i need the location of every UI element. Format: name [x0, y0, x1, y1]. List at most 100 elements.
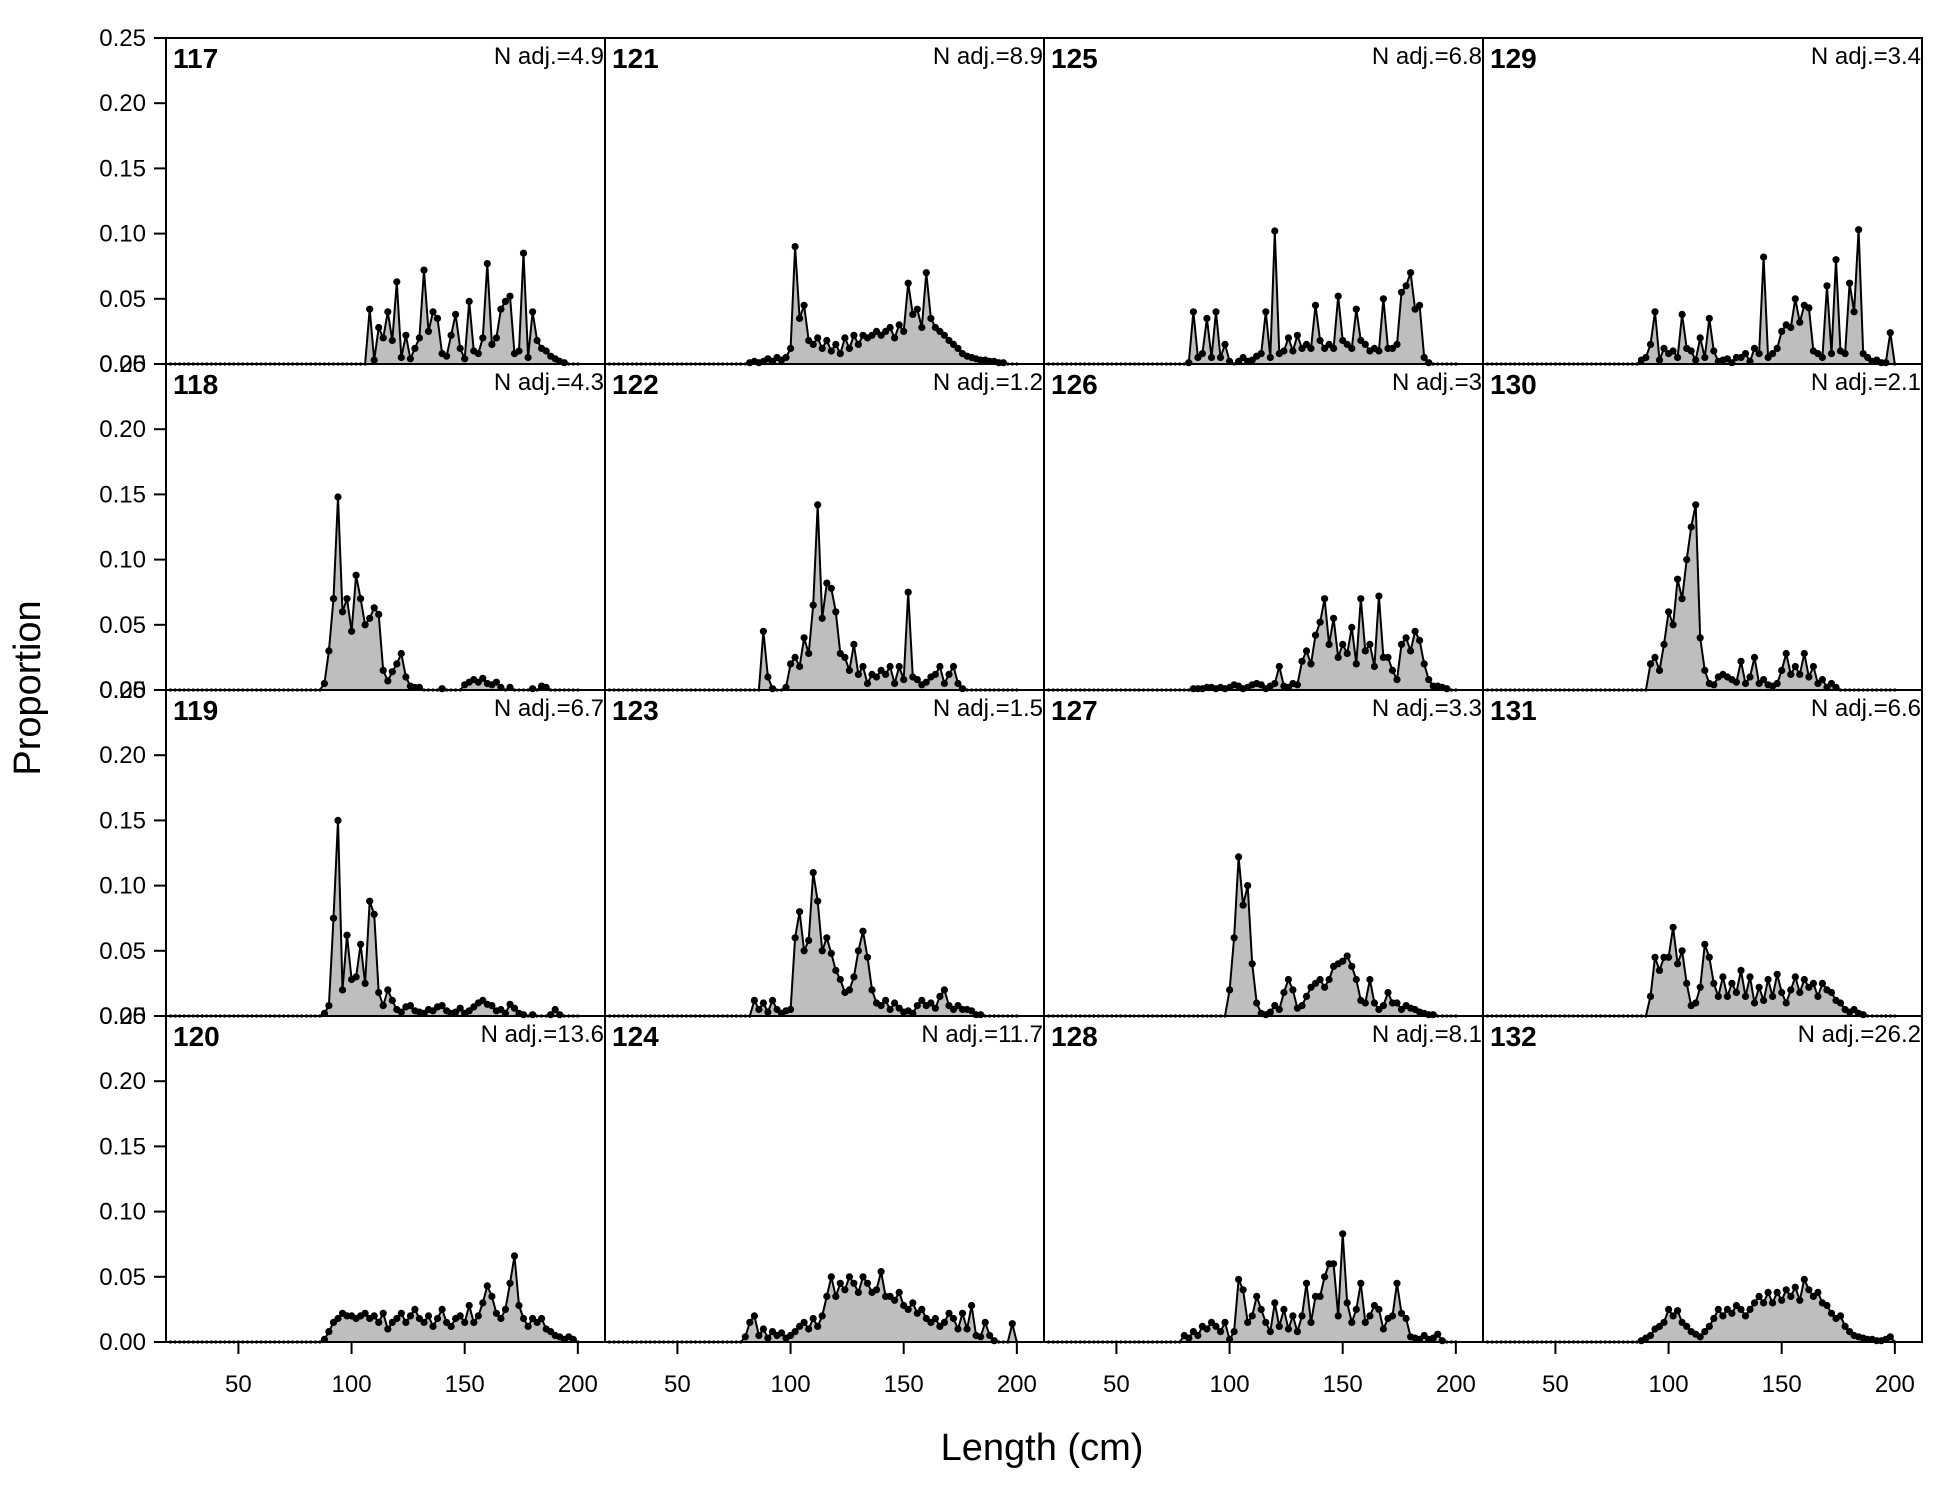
- panel-id-label: 130: [1490, 369, 1537, 400]
- data-point: [1696, 634, 1704, 642]
- data-point: [375, 610, 383, 619]
- y-tick-label: 0.15: [99, 155, 146, 182]
- y-tick-label: 0.20: [99, 1068, 146, 1095]
- data-point: [1741, 992, 1750, 1001]
- data-point: [1791, 295, 1799, 303]
- data-point: [1402, 282, 1410, 290]
- data-point: [1248, 960, 1256, 968]
- data-point: [836, 1279, 844, 1287]
- data-point: [488, 340, 496, 348]
- n-adj-label: N adj.=1.5: [933, 695, 1043, 722]
- data-point: [1827, 988, 1836, 997]
- data-point: [787, 660, 795, 668]
- data-point: [854, 670, 863, 679]
- data-point: [741, 1333, 749, 1341]
- data-point: [787, 1005, 795, 1014]
- data-point: [850, 973, 858, 981]
- data-point: [1420, 353, 1428, 362]
- data-point: [1859, 1011, 1867, 1019]
- data-point: [1800, 649, 1808, 658]
- data-point: [1226, 986, 1234, 994]
- data-point: [1235, 853, 1243, 861]
- data-point: [1732, 678, 1740, 686]
- data-point: [1701, 353, 1709, 362]
- data-point: [1334, 1312, 1342, 1320]
- data-point: [1357, 595, 1365, 603]
- data-point: [1370, 662, 1378, 671]
- data-point: [1253, 1292, 1261, 1300]
- y-axis-title: Proportion: [7, 600, 49, 775]
- data-point: [1280, 988, 1288, 997]
- data-point: [1646, 1331, 1655, 1340]
- n-adj-label: N adj.=3.3: [1372, 695, 1482, 722]
- data-point: [909, 1299, 917, 1307]
- data-point: [850, 1279, 858, 1287]
- data-point: [384, 308, 392, 316]
- data-point: [406, 1312, 414, 1320]
- data-point: [1665, 953, 1673, 961]
- panel-id-label: 118: [173, 369, 218, 400]
- data-point: [845, 666, 854, 675]
- data-point: [510, 1004, 519, 1012]
- data-point: [1692, 999, 1700, 1007]
- data-point: [1723, 992, 1731, 1001]
- data-point: [474, 1312, 482, 1320]
- data-point: [1366, 640, 1374, 649]
- data-point: [1655, 666, 1664, 675]
- data-point: [1787, 670, 1795, 679]
- data-point: [424, 1312, 433, 1320]
- x-tick-label: 200: [1875, 1371, 1915, 1398]
- data-point: [338, 986, 347, 994]
- y-tick-label: 0.10: [99, 1199, 146, 1226]
- data-point: [1800, 1275, 1808, 1283]
- data-point: [461, 355, 469, 363]
- data-point: [1728, 1309, 1736, 1317]
- data-point: [954, 679, 962, 688]
- area-fill: [1487, 504, 1895, 690]
- data-point: [764, 673, 772, 681]
- data-point: [1750, 999, 1759, 1007]
- data-point: [1791, 662, 1799, 671]
- data-point: [1271, 1299, 1279, 1307]
- data-point: [1348, 344, 1356, 352]
- data-point: [1710, 681, 1718, 689]
- data-point: [1393, 340, 1401, 348]
- data-point: [827, 949, 835, 958]
- panel-id-label: 126: [1051, 369, 1098, 400]
- data-point: [1755, 350, 1763, 358]
- y-tick-label: 0.20: [99, 90, 146, 117]
- data-point: [1407, 269, 1415, 277]
- data-point: [1366, 1312, 1374, 1320]
- panel-128: 128 N adj.=8.1: [1043, 1015, 1484, 1345]
- data-point: [850, 640, 858, 649]
- x-tick-label: 100: [332, 1371, 372, 1398]
- data-point: [1212, 308, 1220, 316]
- data-point: [361, 1309, 369, 1317]
- data-point: [931, 1314, 940, 1323]
- data-point: [1198, 350, 1206, 358]
- data-point: [1379, 1325, 1387, 1333]
- data-point: [348, 627, 356, 635]
- data-point: [1841, 350, 1849, 358]
- data-point: [1420, 660, 1428, 668]
- data-point: [1705, 953, 1713, 961]
- data-point: [836, 350, 844, 358]
- data-point: [397, 1008, 405, 1016]
- data-point: [1809, 979, 1817, 988]
- data-point: [796, 314, 804, 322]
- data-point: [1343, 952, 1351, 960]
- data-point: [1302, 1279, 1311, 1287]
- panel-id-label: 121: [612, 43, 659, 74]
- series-line: [170, 253, 578, 365]
- data-point: [981, 1318, 989, 1326]
- data-point: [1651, 308, 1659, 316]
- data-point: [750, 1312, 759, 1320]
- data-point: [940, 331, 949, 339]
- data-point: [922, 269, 930, 277]
- data-point: [529, 308, 537, 316]
- panel-127: 127 N adj.=3.3: [1043, 689, 1484, 1019]
- data-point: [1316, 336, 1324, 345]
- n-adj-label: N adj.=8.9: [933, 43, 1043, 70]
- data-point: [872, 1286, 881, 1294]
